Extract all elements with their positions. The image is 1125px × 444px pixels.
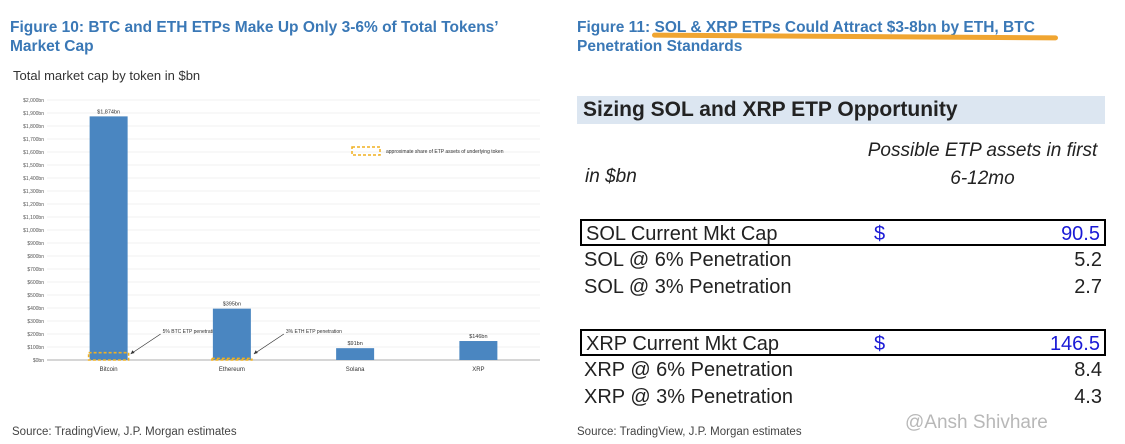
y-tick-label: $100bn: [27, 345, 44, 351]
y-tick-label: $1,800bn: [23, 124, 44, 130]
y-tick-label: $1,900bn: [23, 111, 44, 117]
row-value: 2.7: [1074, 276, 1102, 298]
table-row-sol-3pct: SOL @ 3% Penetration 2.7: [580, 274, 1106, 301]
figure11-title: Figure 11: SOL & XRP ETPs Could Attract …: [577, 19, 1035, 55]
y-tick-label: $1,300bn: [23, 189, 44, 195]
row-label: XRP @ 6% Penetration: [584, 359, 793, 381]
row-value: 4.3: [1074, 386, 1102, 408]
annotation-label: 5% BTC ETP penetration: [163, 329, 219, 335]
table-row-sol-mkt-cap: SOL Current Mkt Cap $ 90.5: [580, 219, 1106, 246]
etp-share-box: [211, 357, 253, 361]
data-label: $1,874bn: [97, 109, 120, 115]
etp-share-box: [87, 351, 130, 361]
row-value: 146.5: [1049, 333, 1100, 355]
market-cap-bar-chart: $0bn $100bn $200bn $300bn $400bn $500bn $600bn…: [23, 98, 540, 373]
y-tick-label: $500bn: [27, 293, 44, 299]
category-label: XRP: [472, 367, 484, 373]
arrow-head: [253, 350, 258, 354]
y-tick-label: $300bn: [27, 319, 44, 325]
legend-label: approximate share of ETP assets of under…: [386, 149, 504, 155]
annotation-label: 3% ETH ETP penetration: [286, 329, 342, 335]
y-tick-label: $800bn: [27, 254, 44, 260]
figure11-source: Source: TradingView, J.P. Morgan estimat…: [577, 426, 802, 438]
bar-ethereum: [212, 308, 251, 360]
legend-swatch: [351, 146, 381, 156]
currency-symbol: $: [874, 333, 886, 355]
y-tick-label: $1,700bn: [23, 137, 44, 143]
column-header: Possible ETP assets in first 6-12mo: [867, 140, 1098, 189]
unit-label: in $bn: [585, 166, 637, 187]
category-label: Bitcoin: [100, 367, 118, 373]
row-label: SOL @ 6% Penetration: [584, 249, 792, 271]
row-label: XRP Current Mkt Cap: [586, 333, 780, 355]
bar-xrp: [459, 341, 498, 360]
arrow-head: [130, 350, 135, 354]
category-label: Ethereum: [219, 367, 245, 373]
figure10-subtitle: Total market cap by token in $bn: [13, 68, 201, 83]
y-tick-label: $1,500bn: [23, 163, 44, 169]
figure10-title: Figure 10: BTC and ETH ETPs Make Up Only…: [10, 19, 498, 55]
y-tick-label: $1,000bn: [23, 228, 44, 234]
table-row-xrp-3pct: XRP @ 3% Penetration 4.3: [580, 384, 1106, 411]
figure10-source: Source: TradingView, J.P. Morgan estimat…: [12, 426, 237, 438]
row-value: 8.4: [1074, 359, 1102, 381]
row-value: 90.5: [1061, 223, 1100, 245]
currency-symbol: $: [874, 223, 886, 245]
y-tick-label: $600bn: [27, 280, 44, 286]
data-label: $146bn: [469, 334, 487, 340]
y-tick-label: $200bn: [27, 332, 44, 338]
row-value: 5.2: [1074, 249, 1102, 271]
watermark: @Ansh Shivhare: [905, 412, 1048, 433]
table-row-xrp-6pct: XRP @ 6% Penetration 8.4: [580, 357, 1106, 384]
annotation-arrow: [253, 333, 285, 355]
row-label: SOL Current Mkt Cap: [586, 223, 778, 245]
row-label: XRP @ 3% Penetration: [584, 386, 793, 408]
y-tick-label: $400bn: [27, 306, 44, 312]
annotation-arrow: [130, 333, 161, 355]
table-row-sol-6pct: SOL @ 6% Penetration 5.2: [580, 247, 1106, 274]
bar-bitcoin: [89, 116, 128, 360]
y-tick-label: $1,200bn: [23, 202, 44, 208]
data-label: $91bn: [347, 341, 362, 347]
y-tick-label: $2,000bn: [23, 98, 44, 104]
row-label: SOL @ 3% Penetration: [584, 276, 792, 298]
y-tick-label: $0bn: [33, 358, 44, 364]
category-label: Solana: [346, 367, 365, 373]
y-tick-label: $1,400bn: [23, 176, 44, 182]
y-tick-label: $1,100bn: [23, 215, 44, 221]
y-tick-label: $700bn: [27, 267, 44, 273]
sizing-table-title: Sizing SOL and XRP ETP Opportunity: [577, 96, 1105, 124]
y-tick-label: $900bn: [27, 241, 44, 247]
data-label: $395bn: [223, 302, 241, 308]
table-row-xrp-mkt-cap: XRP Current Mkt Cap $ 146.5: [580, 329, 1106, 356]
bar-solana: [336, 348, 375, 360]
y-tick-label: $1,600bn: [23, 150, 44, 156]
